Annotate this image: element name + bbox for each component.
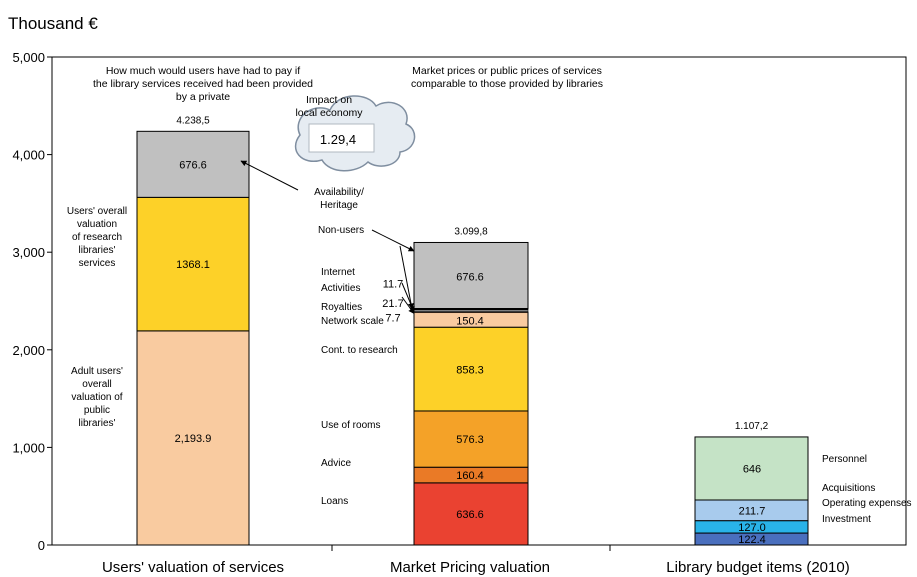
- x-category-label: Library budget items (2010): [666, 559, 849, 576]
- segment-value-label: 122.4: [738, 534, 766, 546]
- segment-name-label: Internet: [321, 267, 355, 278]
- segment-value-label: 11.7: [383, 278, 404, 290]
- segment-value-label: 1368.1: [176, 259, 210, 271]
- segment-name-label: Non-users: [318, 225, 364, 236]
- y-tick-label: 5,000: [12, 50, 45, 65]
- segment-value-label: 576.3: [456, 434, 484, 446]
- y-tick-label: 0: [38, 538, 45, 553]
- bar-segment: [694, 436, 809, 501]
- segment-name-label: Cont. to research: [321, 345, 398, 356]
- bar-segment: [413, 309, 529, 313]
- annotation-arrow: [371, 229, 415, 252]
- bar-segment: [136, 330, 250, 546]
- segment-value-label: 127.0: [738, 522, 766, 534]
- segment-value-label: 676.6: [456, 272, 484, 284]
- cloud-title: Impact on local economy: [295, 94, 363, 119]
- segment-name-label: Personnel: [822, 454, 867, 465]
- segment-value-label: 150.4: [456, 315, 484, 327]
- unit-label: Thousand €: [8, 14, 98, 33]
- annotation-arrow: [401, 282, 415, 313]
- segment-value-label: 7.7: [385, 313, 400, 325]
- segment-name-label: Acquisitions: [822, 483, 875, 494]
- y-tick-label: 3,000: [12, 245, 45, 260]
- segment-name-label: Network scale: [321, 316, 384, 327]
- segment-value-label: 676.6: [179, 159, 207, 171]
- annotation-arrow: [401, 296, 415, 314]
- y-tick-label: 4,000: [12, 148, 45, 163]
- x-category-label: Market Pricing valuation: [390, 559, 550, 576]
- cloud-value-box: [308, 123, 375, 153]
- cloud-value: 1.29,4: [320, 132, 356, 147]
- segment-value-label: 646: [743, 463, 761, 475]
- annotation-arrow: [240, 160, 299, 191]
- column-note-users: How much would users have had to pay if t…: [93, 65, 313, 103]
- y-tick-label: 1,000: [12, 440, 45, 455]
- segment-name-label: Use of rooms: [321, 420, 380, 431]
- annotation-label: Availability/Heritage: [314, 187, 364, 211]
- segment-name-label: Adult users' overall valuation of public lib…: [71, 366, 123, 429]
- segment-name-label: Royalties: [321, 302, 362, 313]
- bar-total-label: 3.099,8: [454, 226, 488, 237]
- segment-name-label: Operating expenses: [822, 498, 912, 509]
- segment-name-label: Loans: [321, 496, 348, 507]
- bar-segment: [136, 130, 250, 198]
- annotation-arrow: [399, 245, 414, 310]
- segment-value-label: 858.3: [456, 364, 484, 376]
- segment-name-label: Advice: [321, 458, 351, 469]
- segment-value-label: 160.4: [456, 470, 484, 482]
- segment-value-label: 636.6: [456, 509, 484, 521]
- column-note-market: Market prices or public prices of servic…: [411, 65, 603, 90]
- segment-name-label: Activities: [321, 283, 360, 294]
- bar-total-label: 4.238,5: [176, 115, 210, 126]
- segment-value-label: 21.7: [382, 298, 403, 310]
- segment-value-label: 2,193.9: [175, 433, 212, 445]
- bar-segment: [413, 241, 529, 310]
- y-tick-label: 2,000: [12, 343, 45, 358]
- segment-value-label: 211.7: [739, 505, 766, 517]
- segment-name-label: Investment: [822, 514, 871, 525]
- segment-name-label: Users' overall valuation of research librar…: [67, 206, 127, 269]
- bar-total-label: 1.107,2: [735, 421, 769, 432]
- x-category-label: Users' valuation of services: [102, 559, 284, 576]
